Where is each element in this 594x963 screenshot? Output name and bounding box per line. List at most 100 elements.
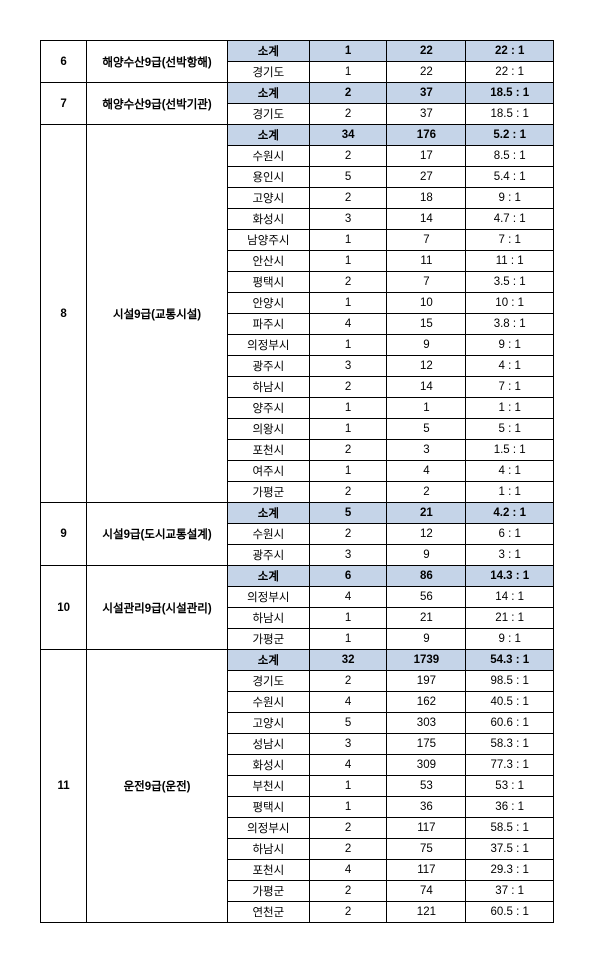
ratio-cell: 22 : 1 [466, 62, 554, 83]
ratio-cell: 58.3 : 1 [466, 734, 554, 755]
region-cell: 용인시 [227, 167, 309, 188]
region-cell: 하남시 [227, 377, 309, 398]
value1-cell: 1 [309, 251, 387, 272]
ratio-cell: 5.4 : 1 [466, 167, 554, 188]
value2-cell: 12 [387, 356, 466, 377]
region-cell: 연천군 [227, 902, 309, 923]
subtotal-v2: 21 [387, 503, 466, 524]
ratio-cell: 10 : 1 [466, 293, 554, 314]
ratio-cell: 36 : 1 [466, 797, 554, 818]
value2-cell: 22 [387, 62, 466, 83]
value1-cell: 4 [309, 314, 387, 335]
subtotal-v1: 1 [309, 41, 387, 62]
region-cell: 의왕시 [227, 419, 309, 440]
region-cell: 가평군 [227, 482, 309, 503]
ratio-cell: 11 : 1 [466, 251, 554, 272]
value2-cell: 10 [387, 293, 466, 314]
subtotal-ratio: 54.3 : 1 [466, 650, 554, 671]
region-cell: 남양주시 [227, 230, 309, 251]
ratio-cell: 18.5 : 1 [466, 104, 554, 125]
section-number: 9 [41, 503, 87, 566]
value2-cell: 162 [387, 692, 466, 713]
value1-cell: 1 [309, 608, 387, 629]
value2-cell: 53 [387, 776, 466, 797]
value2-cell: 11 [387, 251, 466, 272]
subtotal-label: 소계 [227, 650, 309, 671]
value2-cell: 7 [387, 230, 466, 251]
value2-cell: 117 [387, 860, 466, 881]
value1-cell: 2 [309, 902, 387, 923]
value1-cell: 3 [309, 209, 387, 230]
subtotal-v1: 6 [309, 566, 387, 587]
section-number: 8 [41, 125, 87, 503]
value2-cell: 75 [387, 839, 466, 860]
value1-cell: 2 [309, 818, 387, 839]
region-cell: 가평군 [227, 629, 309, 650]
value2-cell: 3 [387, 440, 466, 461]
ratio-cell: 14 : 1 [466, 587, 554, 608]
value1-cell: 1 [309, 461, 387, 482]
ratio-cell: 1 : 1 [466, 482, 554, 503]
value1-cell: 1 [309, 629, 387, 650]
region-cell: 화성시 [227, 755, 309, 776]
ratio-cell: 6 : 1 [466, 524, 554, 545]
section-number: 11 [41, 650, 87, 923]
ratio-cell: 9 : 1 [466, 188, 554, 209]
region-cell: 경기도 [227, 671, 309, 692]
subtotal-v1: 5 [309, 503, 387, 524]
subtotal-row: 9시설9급(도시교통설계)소계5214.2 : 1 [41, 503, 554, 524]
ratio-cell: 29.3 : 1 [466, 860, 554, 881]
region-cell: 하남시 [227, 608, 309, 629]
region-cell: 포천시 [227, 860, 309, 881]
region-cell: 하남시 [227, 839, 309, 860]
ratio-cell: 9 : 1 [466, 629, 554, 650]
value2-cell: 9 [387, 629, 466, 650]
subtotal-row: 11운전9급(운전)소계32173954.3 : 1 [41, 650, 554, 671]
region-cell: 파주시 [227, 314, 309, 335]
ratio-cell: 37 : 1 [466, 881, 554, 902]
value2-cell: 197 [387, 671, 466, 692]
value2-cell: 27 [387, 167, 466, 188]
section-number: 7 [41, 83, 87, 125]
region-cell: 광주시 [227, 545, 309, 566]
subtotal-v2: 86 [387, 566, 466, 587]
ratio-cell: 5 : 1 [466, 419, 554, 440]
value2-cell: 175 [387, 734, 466, 755]
region-cell: 광주시 [227, 356, 309, 377]
value2-cell: 117 [387, 818, 466, 839]
section-name: 운전9급(운전) [87, 650, 228, 923]
ratio-cell: 1.5 : 1 [466, 440, 554, 461]
value1-cell: 4 [309, 692, 387, 713]
value1-cell: 3 [309, 356, 387, 377]
ratio-cell: 3 : 1 [466, 545, 554, 566]
ratio-cell: 21 : 1 [466, 608, 554, 629]
section-name: 해양수산9급(선박기관) [87, 83, 228, 125]
region-cell: 부천시 [227, 776, 309, 797]
value1-cell: 5 [309, 713, 387, 734]
value2-cell: 309 [387, 755, 466, 776]
value2-cell: 14 [387, 377, 466, 398]
subtotal-row: 7해양수산9급(선박기관)소계23718.5 : 1 [41, 83, 554, 104]
subtotal-label: 소계 [227, 503, 309, 524]
value2-cell: 37 [387, 104, 466, 125]
ratio-cell: 58.5 : 1 [466, 818, 554, 839]
region-cell: 안양시 [227, 293, 309, 314]
value1-cell: 2 [309, 188, 387, 209]
ratio-cell: 7 : 1 [466, 377, 554, 398]
subtotal-ratio: 14.3 : 1 [466, 566, 554, 587]
value2-cell: 9 [387, 335, 466, 356]
value1-cell: 2 [309, 104, 387, 125]
ratio-cell: 53 : 1 [466, 776, 554, 797]
region-cell: 여주시 [227, 461, 309, 482]
value2-cell: 303 [387, 713, 466, 734]
value1-cell: 2 [309, 671, 387, 692]
value2-cell: 15 [387, 314, 466, 335]
region-cell: 성남시 [227, 734, 309, 755]
region-cell: 화성시 [227, 209, 309, 230]
region-cell: 고양시 [227, 188, 309, 209]
subtotal-row: 10시설관리9급(시설관리)소계68614.3 : 1 [41, 566, 554, 587]
subtotal-ratio: 4.2 : 1 [466, 503, 554, 524]
region-cell: 가평군 [227, 881, 309, 902]
value2-cell: 36 [387, 797, 466, 818]
subtotal-v2: 22 [387, 41, 466, 62]
